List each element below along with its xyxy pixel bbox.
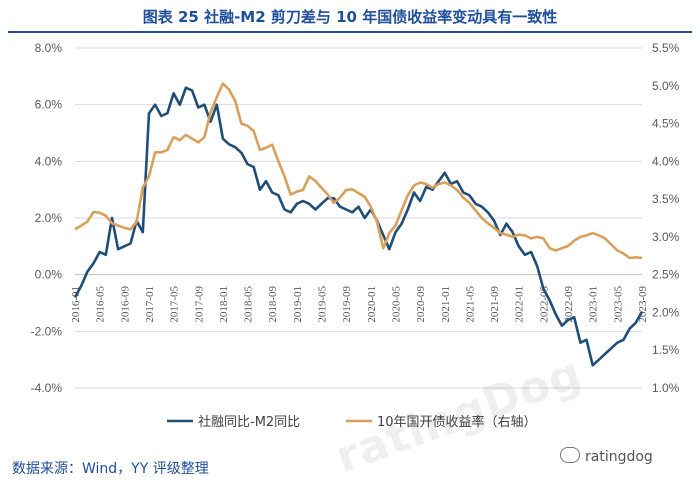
x-tick-label: 2017-01 bbox=[144, 286, 156, 323]
x-tick-label: 2016-09 bbox=[119, 286, 131, 323]
left-tick-label: -2.0% bbox=[31, 324, 63, 338]
x-tick-label: 2020-05 bbox=[390, 286, 402, 323]
right-tick-label: 2.5% bbox=[652, 268, 680, 282]
x-tick-label: 2019-01 bbox=[292, 286, 304, 323]
right-tick-label: 3.5% bbox=[652, 192, 680, 206]
left-tick-label: 2.0% bbox=[35, 211, 63, 225]
chat-icon bbox=[560, 447, 580, 463]
left-tick-label: 4.0% bbox=[35, 154, 63, 168]
legend-label-spread: 社融同比-M2同比 bbox=[198, 414, 300, 430]
x-tick-label: 2020-09 bbox=[415, 286, 427, 323]
chart-title: 图表 25 社融-M2 剪刀差与 10 年国债收益率变动具有一致性 bbox=[142, 8, 558, 26]
x-tick-label: 2019-09 bbox=[341, 286, 353, 323]
x-tick-label: 2019-05 bbox=[317, 286, 329, 323]
x-tick-label: 2018-01 bbox=[218, 286, 230, 323]
right-tick-label: 1.5% bbox=[652, 343, 680, 357]
legend-label-yield: 10年国开债收益率（右轴） bbox=[377, 414, 537, 430]
right-tick-label: 4.5% bbox=[652, 117, 680, 131]
x-tick-label: 2021-05 bbox=[464, 286, 476, 323]
x-tick-label: 2022-09 bbox=[563, 286, 575, 323]
x-tick-label: 2017-05 bbox=[169, 286, 181, 323]
x-tick-label: 2017-09 bbox=[193, 286, 205, 323]
right-tick-label: 1.0% bbox=[652, 381, 680, 395]
right-tick-label: 2.0% bbox=[652, 305, 680, 319]
right-tick-label: 5.0% bbox=[652, 79, 680, 93]
left-tick-label: 6.0% bbox=[35, 98, 63, 112]
x-tick-label: 2021-01 bbox=[440, 286, 452, 323]
series-line-yield bbox=[74, 82, 643, 260]
x-tick-label: 2021-09 bbox=[489, 286, 501, 323]
x-tick-label: 2023-01 bbox=[588, 286, 600, 323]
right-tick-label: 5.5% bbox=[652, 41, 680, 55]
right-tick-label: 3.0% bbox=[652, 230, 680, 244]
x-tick-label: 2020-01 bbox=[366, 286, 378, 323]
x-tick-label: 2018-09 bbox=[267, 286, 279, 323]
right-tick-label: 4.0% bbox=[652, 154, 680, 168]
title-underline bbox=[8, 31, 692, 33]
x-tick-label: 2016-01 bbox=[70, 286, 82, 323]
brand-logo: ratingdog bbox=[560, 447, 653, 465]
x-tick-label: 2018-05 bbox=[243, 286, 255, 323]
line-chart: -4.0% -2.0% 0.0% 2.0% 4.0% 6.0% 8.0% 1.0% 1.5% 2.… bbox=[31, 41, 680, 430]
left-tick-label: 0.0% bbox=[35, 268, 63, 282]
x-tick-label: 2016-05 bbox=[95, 286, 107, 323]
logo-text: ratingdog bbox=[585, 449, 653, 465]
x-tick-label: 2023-05 bbox=[612, 286, 624, 323]
source-note: 数据来源：Wind，YY 评级整理 bbox=[12, 461, 209, 477]
x-tick-label: 2022-01 bbox=[514, 286, 526, 323]
left-tick-label: 8.0% bbox=[35, 41, 63, 55]
series-line-spread bbox=[73, 86, 644, 367]
left-tick-label: -4.0% bbox=[31, 381, 63, 395]
